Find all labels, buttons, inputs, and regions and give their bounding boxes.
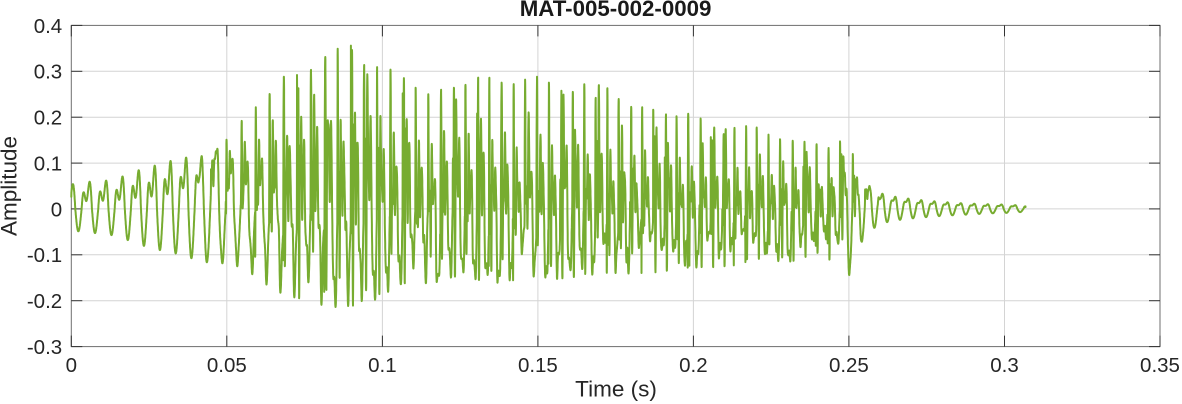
svg-text:-0.3: -0.3 bbox=[27, 336, 62, 359]
svg-text:0.3: 0.3 bbox=[34, 61, 63, 84]
svg-text:0.35: 0.35 bbox=[1140, 354, 1180, 377]
svg-text:0: 0 bbox=[66, 354, 77, 377]
svg-text:0: 0 bbox=[51, 198, 62, 221]
svg-text:MAT-005-002-0009: MAT-005-002-0009 bbox=[520, 0, 712, 21]
svg-text:0.1: 0.1 bbox=[34, 153, 63, 176]
svg-text:Amplitude: Amplitude bbox=[0, 136, 22, 236]
svg-text:0.2: 0.2 bbox=[679, 354, 708, 377]
svg-text:0.2: 0.2 bbox=[34, 107, 63, 130]
svg-text:0.15: 0.15 bbox=[518, 354, 558, 377]
svg-text:0.05: 0.05 bbox=[207, 354, 247, 377]
svg-text:0.4: 0.4 bbox=[34, 15, 63, 38]
svg-text:0.3: 0.3 bbox=[990, 354, 1019, 377]
svg-text:0.1: 0.1 bbox=[368, 354, 397, 377]
svg-text:-0.1: -0.1 bbox=[27, 244, 62, 267]
svg-text:Time (s): Time (s) bbox=[575, 376, 657, 401]
svg-text:0.25: 0.25 bbox=[829, 354, 869, 377]
svg-text:-0.2: -0.2 bbox=[27, 290, 62, 313]
